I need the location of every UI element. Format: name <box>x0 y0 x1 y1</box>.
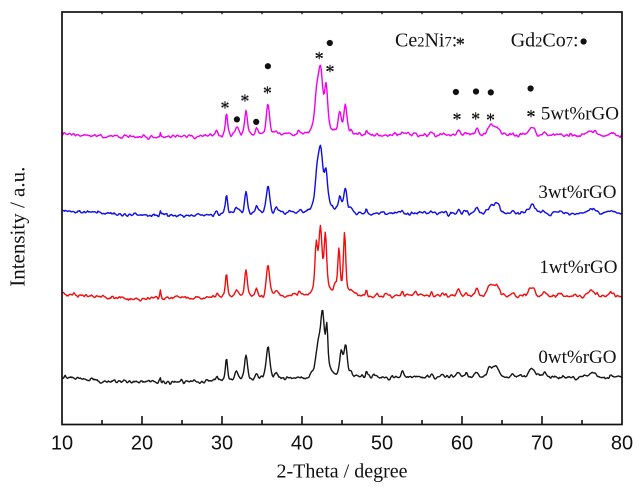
svg-text:2-Theta / degree: 2-Theta / degree <box>276 461 407 483</box>
svg-text:60: 60 <box>451 433 473 455</box>
svg-text:3wt%rGO: 3wt%rGO <box>538 182 616 203</box>
svg-text:0wt%rGO: 0wt%rGO <box>538 347 616 368</box>
svg-text:5wt%rGO: 5wt%rGO <box>541 104 619 125</box>
svg-text:50: 50 <box>371 433 393 455</box>
svg-text:30: 30 <box>211 433 233 455</box>
svg-text:40: 40 <box>291 433 313 455</box>
svg-text:Gd2Co7:: Gd2Co7: <box>511 30 579 52</box>
svg-text:10: 10 <box>51 433 73 455</box>
svg-text:1wt%rGO: 1wt%rGO <box>539 257 617 278</box>
svg-text:20: 20 <box>131 433 153 455</box>
svg-text:Intensity / a.u.: Intensity / a.u. <box>6 167 30 287</box>
svg-text:80: 80 <box>611 433 633 455</box>
svg-text:Ce2Ni7:: Ce2Ni7: <box>395 30 457 52</box>
svg-text:70: 70 <box>531 433 553 455</box>
